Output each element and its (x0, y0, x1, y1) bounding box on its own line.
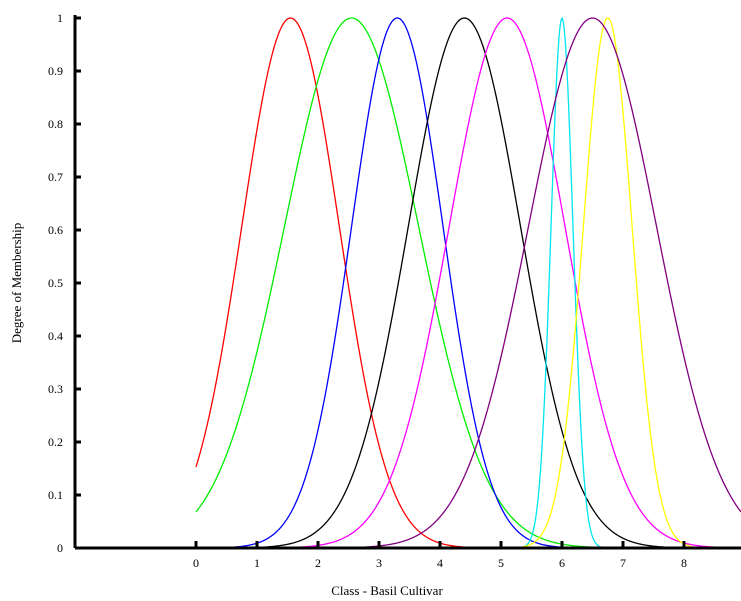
y-tick-label: 0.7 (48, 170, 63, 184)
x-tick-label: 5 (498, 556, 504, 570)
series-line-3 (195, 17, 741, 549)
x-axis-title: Class - Basil Cultivar (331, 583, 443, 598)
x-tick-label: 7 (620, 556, 626, 570)
axes (73, 15, 741, 550)
y-tick-label: 0.6 (48, 223, 63, 237)
series-line-7 (196, 17, 741, 549)
y-tick-label: 1 (57, 11, 63, 25)
series-line-6 (196, 16, 741, 549)
x-tick-label: 8 (681, 556, 687, 570)
series-line-1 (195, 17, 741, 549)
y-tick-label: 0.1 (48, 488, 63, 502)
y-tick-label: 0.5 (48, 276, 63, 290)
y-tick-label: 0 (57, 541, 63, 555)
x-tick-label: 0 (193, 556, 199, 570)
x-tick-label: 3 (376, 556, 382, 570)
x-tick-label: 6 (559, 556, 565, 570)
y-axis-title: Degree of Membership (9, 223, 24, 344)
series-line-4 (196, 17, 741, 549)
series-curves (195, 16, 741, 549)
y-tick-label: 0.9 (48, 64, 63, 78)
series-line-5 (196, 17, 741, 549)
tick-labels: 0 0.1 0.2 0.3 0.4 0.5 0.6 0.7 0.8 0.9 1 0 1 2 3 4 5 6 7 8 (48, 11, 687, 570)
y-tick-label: 0.2 (48, 435, 63, 449)
x-tick-label: 1 (254, 556, 260, 570)
x-tick-label: 4 (437, 556, 443, 570)
series-line-8 (196, 17, 741, 549)
y-tick-label: 0.8 (48, 117, 63, 131)
series-line-2 (195, 17, 741, 549)
y-tick-label: 0.4 (48, 329, 63, 343)
y-tick-label: 0.3 (48, 382, 63, 396)
x-tick-label: 2 (315, 556, 321, 570)
